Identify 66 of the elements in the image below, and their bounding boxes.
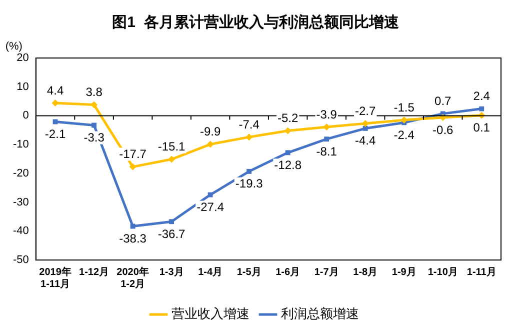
data-label: -4.4 (355, 134, 376, 148)
point (285, 150, 290, 156)
x-tick-label: 2020年 1-2月 (116, 266, 149, 290)
point (479, 106, 484, 112)
data-label: -0.6 (432, 122, 454, 137)
chart-title: 图1 各月累计营业收入与利润总额同比增速 (112, 13, 400, 32)
x-tick-label: 2019年 1-11月 (39, 266, 72, 290)
y-tick-label: -30 (12, 196, 29, 208)
point (246, 168, 252, 174)
data-label: -36.7 (158, 226, 186, 241)
point (168, 156, 176, 163)
point (206, 140, 214, 148)
point (284, 127, 292, 134)
data-label: -12.8 (274, 158, 302, 172)
x-tick-label: 1-7月 (314, 266, 339, 278)
y-tick-label: -10 (12, 138, 29, 151)
data-label: 4.4 (46, 83, 64, 98)
data-label: 0.7 (434, 94, 452, 108)
point (130, 224, 136, 229)
legend-label: 营业收入增速 (172, 306, 250, 322)
y-tick-label: 10 (16, 80, 29, 93)
data-label: -38.3 (119, 232, 147, 246)
data-label: 0.1 (473, 120, 490, 135)
legend-label: 利润总额增速 (281, 306, 359, 322)
data-label: -2.4 (394, 128, 415, 142)
x-tick-label: 1-11月 (466, 266, 496, 278)
data-label: -27.4 (196, 200, 224, 214)
data-label: -5.2 (277, 111, 298, 126)
x-tick-label: 1-8月 (353, 266, 378, 278)
point (362, 126, 368, 131)
point (52, 100, 59, 107)
data-label: -1.5 (394, 100, 415, 114)
data-label: 3.8 (86, 85, 103, 100)
y-tick-label: -40 (12, 225, 29, 238)
point (169, 219, 174, 224)
point (129, 163, 136, 170)
data-label: -3.9 (316, 107, 338, 122)
point (246, 134, 253, 141)
x-tick-label: 1-10月 (428, 266, 458, 278)
y-tick-label: 0 (22, 110, 29, 122)
data-label: -2.1 (44, 127, 66, 142)
data-label: -19.3 (235, 176, 264, 191)
data-label: -7.4 (238, 117, 260, 132)
x-tick-label: 1-4月 (198, 266, 223, 278)
data-label: -3.3 (84, 130, 105, 145)
data-label: -2.7 (355, 104, 376, 118)
point (208, 192, 213, 198)
x-tick-label: 1-6月 (276, 266, 300, 278)
data-label: -9.9 (200, 124, 221, 139)
data-label: -17.7 (119, 147, 147, 162)
point (362, 120, 369, 128)
y-axis-title: (%) (5, 40, 22, 53)
point (90, 101, 98, 108)
point (52, 119, 58, 124)
y-tick-label: 20 (16, 52, 29, 64)
y-tick-label: -20 (12, 167, 29, 180)
x-tick-label: 1-3月 (159, 266, 184, 278)
x-tick-label: 1-5月 (236, 266, 262, 278)
data-label: -8.1 (316, 144, 338, 158)
x-tick-label: 1-9月 (392, 266, 416, 278)
data-label: -15.1 (158, 140, 186, 154)
point (92, 122, 97, 128)
point (324, 136, 330, 142)
x-tick-label: 1-12月 (79, 266, 110, 278)
data-label: 2.4 (473, 89, 490, 104)
y-tick-label: -50 (12, 254, 29, 266)
